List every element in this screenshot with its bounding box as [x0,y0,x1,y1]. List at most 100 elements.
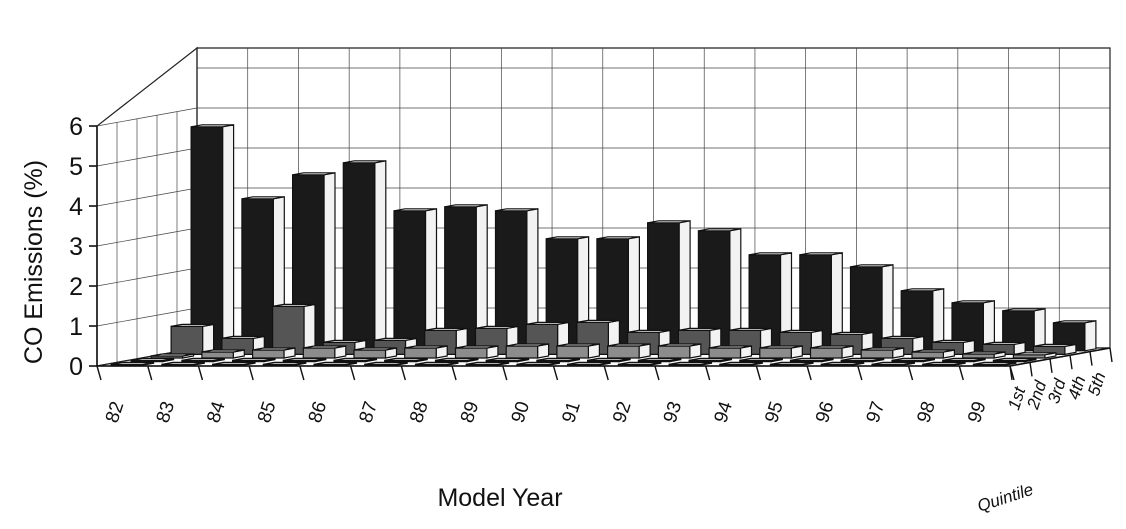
bar-3rd-97 [911,349,956,359]
bar-top-face [343,160,386,164]
bar-side-face [323,172,336,352]
bar-1st-94 [719,361,763,366]
bar-front-face [759,347,792,359]
bar-top-face [546,236,589,240]
left-wall-gridline [96,227,198,247]
bar-top-face [973,361,1017,365]
quintile-tick-mark [1089,351,1093,366]
y-tick-label: 5 [69,153,83,181]
x-tick-mark [552,365,559,381]
bar-2nd-86 [333,357,378,363]
bar-top-face [962,351,1006,355]
bar-1st-93 [668,361,713,366]
bar-1st-95 [769,361,814,366]
x-tick-label: 87 [356,399,383,426]
bar-top-face [647,220,691,224]
bar-3rd-95 [809,345,854,359]
bar-top-face [221,335,265,339]
bar-2nd-96 [840,357,885,363]
bar-front-face [302,347,336,359]
bar-front-face [393,210,427,352]
y-axis-title: CO Emissions (%) [20,160,48,364]
bar-top-face [871,361,915,365]
bar-top-face [444,204,488,208]
bar-front-face [190,126,224,352]
bar-front-face [860,349,894,359]
bar-3rd-98 [962,351,1006,359]
bar-top-face [951,300,995,304]
x-tick-label: 95 [761,399,788,426]
bar-top-face [567,361,611,365]
bar-top-face [658,343,701,347]
bar-3rd-91 [606,343,651,359]
bar-1st-86 [313,361,358,366]
y-tick-label: 0 [69,353,83,381]
bar-top-face [404,345,448,349]
y-tick-label: 6 [69,113,83,141]
bar-3rd-85 [302,345,347,359]
bar-1st-85 [262,361,307,366]
bar-top-face [212,361,256,365]
bar-2nd-90 [536,357,581,363]
bar-front-face [353,349,387,359]
x-tick-mark [248,365,254,381]
x-tick-mark [299,365,305,381]
bar-top-face [283,357,326,361]
bar-4th-84 [272,303,316,356]
bar-2nd-88 [434,357,479,363]
bar-3rd-82 [150,353,195,359]
bar-top-face [779,329,823,333]
bar-front-face [809,347,843,359]
bar-front-face [606,345,640,359]
bar-2nd-99 [992,357,1037,363]
bar-top-face [333,357,377,361]
bar-5th-95 [849,264,894,352]
bar-side-face [222,124,235,352]
bar-front-face [252,349,285,359]
chart-axes: 0 1 2 3 4 5 6 82 83 84 85 86 87 88 89 90 91 92 93 94 95 96 97 9… [69,113,1113,426]
left-wall-gridline [96,187,198,207]
x-tick-mark [451,365,457,381]
bar-top-face [587,357,631,361]
bar-front-face [708,347,742,359]
bar-top-face [770,361,814,365]
bar-top-face [688,357,732,361]
left-wall-gridline [96,107,198,127]
bar-3rd-92 [657,343,702,359]
bar-top-face [201,349,245,353]
quintile-tick-mark [1049,358,1053,373]
x-tick-label: 91 [558,399,585,426]
bar-top-face [618,361,661,365]
bar-2nd-97 [891,357,936,363]
bar-5th-82 [190,124,235,352]
left-wall [96,46,198,367]
bar-2nd-95 [789,357,834,363]
bar-1st-88 [414,361,459,366]
bar-top-face [495,208,539,212]
bar-top-face [526,321,569,325]
bar-5th-85 [342,160,387,352]
bar-3rd-90 [556,343,601,359]
bar-top-face [241,196,285,200]
bar-front-face [272,305,305,355]
bar-top-face [810,345,854,349]
bar-5th-86 [393,208,438,352]
bar-top-face [708,345,752,349]
bar-side-face [374,160,387,352]
bar-3rd-86 [353,347,398,359]
bar-3rd-83 [201,349,245,359]
x-tick-mark [502,365,508,381]
x-tick-label: 94 [711,399,738,426]
bar-4th-82 [170,323,215,356]
quintile-tick-mark [1109,347,1113,363]
bar-top-face [748,252,792,256]
bar-3rd-99 [1012,352,1057,359]
bar-top-face [536,357,580,361]
bar-top-face [486,357,529,361]
x-tick-label: 88 [406,399,433,426]
bar-side-face [1084,320,1097,352]
bar-top-face [698,228,741,232]
x-tick-label: 93 [660,399,687,426]
bar-1st-96 [820,361,865,366]
